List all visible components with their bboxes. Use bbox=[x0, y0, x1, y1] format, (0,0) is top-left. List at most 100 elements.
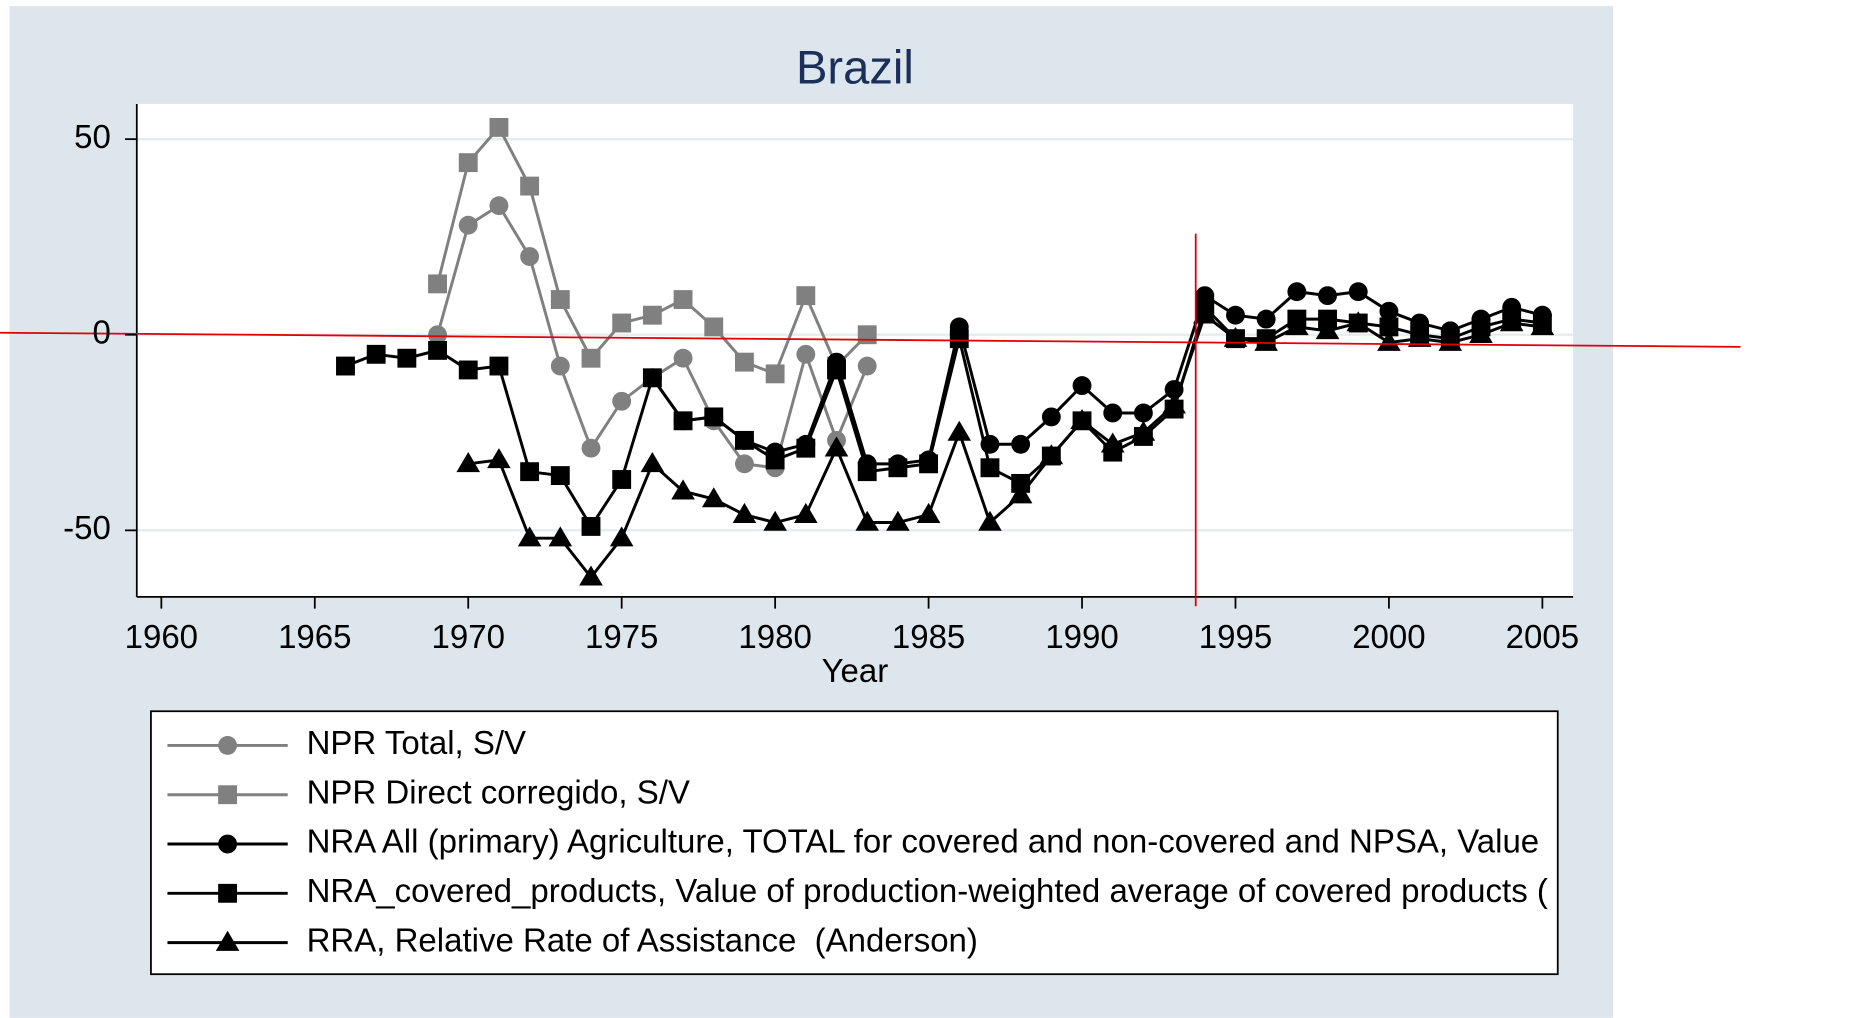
legend-label: NRA_covered_products, Value of productio… bbox=[307, 872, 1548, 909]
x-tick-label: 2005 bbox=[1506, 618, 1579, 655]
marker bbox=[1254, 330, 1278, 351]
legend-label: NRA All (primary) Agriculture, TOTAL for… bbox=[307, 823, 1540, 860]
marker bbox=[520, 462, 540, 482]
marker bbox=[886, 510, 910, 531]
marker bbox=[218, 735, 238, 755]
marker bbox=[458, 360, 478, 380]
marker bbox=[701, 487, 726, 508]
marker bbox=[550, 290, 570, 309]
marker bbox=[1379, 317, 1399, 337]
marks bbox=[336, 117, 1555, 586]
y-tick-label: 50 bbox=[74, 118, 111, 155]
marker bbox=[671, 479, 695, 500]
marker bbox=[796, 438, 816, 458]
marker bbox=[673, 290, 693, 309]
marker bbox=[1070, 409, 1094, 430]
marker bbox=[336, 356, 355, 376]
marker bbox=[824, 436, 849, 457]
chart-title: Brazil bbox=[796, 40, 914, 93]
marker bbox=[1530, 315, 1555, 336]
marker bbox=[612, 391, 632, 411]
marker bbox=[1318, 286, 1337, 306]
marker bbox=[735, 454, 754, 474]
marker bbox=[919, 454, 939, 474]
x-axis-title: Year bbox=[822, 652, 889, 689]
marker bbox=[1039, 444, 1064, 465]
marker bbox=[827, 360, 846, 380]
marker bbox=[1438, 330, 1463, 351]
marker bbox=[458, 153, 478, 173]
marker bbox=[218, 834, 238, 854]
marker bbox=[517, 526, 542, 547]
marker bbox=[640, 452, 665, 473]
marker bbox=[366, 344, 386, 364]
marker bbox=[428, 274, 447, 294]
x-tick-label: 1970 bbox=[432, 618, 505, 655]
x-tick-label: 1960 bbox=[125, 618, 198, 655]
marker bbox=[765, 364, 785, 384]
legend-entries: NPR Total, S/V NPR Direct corregido, S/V N… bbox=[167, 724, 1548, 958]
marker bbox=[458, 215, 478, 235]
legend-label: NPR Total, S/V bbox=[307, 724, 526, 761]
x-tick-label: 1995 bbox=[1199, 618, 1272, 655]
marker bbox=[1162, 393, 1186, 414]
marker bbox=[1072, 376, 1092, 396]
marker bbox=[489, 117, 509, 137]
legend-label: NPR Direct corregido, S/V bbox=[307, 773, 690, 810]
marker bbox=[888, 458, 908, 478]
x-tick-label: 1990 bbox=[1045, 618, 1118, 655]
marker bbox=[1103, 403, 1123, 423]
marker bbox=[581, 517, 601, 536]
marker bbox=[673, 411, 693, 431]
marker bbox=[1226, 305, 1245, 325]
marker bbox=[489, 196, 509, 216]
marker bbox=[796, 344, 816, 364]
marker bbox=[1256, 309, 1276, 329]
marker bbox=[1346, 311, 1371, 332]
legend-label: RRA, Relative Rate of Assistance (Anders… bbox=[307, 921, 978, 958]
marker bbox=[612, 470, 632, 489]
marker bbox=[642, 305, 662, 325]
marker bbox=[456, 452, 481, 473]
marker bbox=[1011, 434, 1031, 454]
marker bbox=[980, 434, 1000, 454]
marker bbox=[215, 930, 240, 951]
marker bbox=[218, 785, 238, 805]
x-tick-label: 1965 bbox=[278, 618, 351, 655]
marker bbox=[487, 448, 511, 469]
marker bbox=[796, 286, 816, 306]
marker bbox=[855, 510, 879, 531]
marker bbox=[704, 317, 724, 337]
y-tick-label: -50 bbox=[63, 509, 111, 546]
marker bbox=[428, 340, 447, 360]
marker bbox=[1379, 301, 1399, 321]
marker bbox=[581, 348, 601, 368]
marker bbox=[1377, 330, 1401, 351]
marker bbox=[642, 368, 662, 388]
marker bbox=[949, 329, 969, 349]
marker bbox=[735, 430, 754, 450]
marker bbox=[794, 502, 818, 523]
marker bbox=[1407, 326, 1432, 347]
x-tick-label: 1985 bbox=[892, 618, 965, 655]
x-tick-label: 1975 bbox=[585, 618, 658, 655]
marker bbox=[980, 458, 1000, 478]
marker bbox=[765, 450, 785, 470]
marker bbox=[609, 526, 634, 547]
marker bbox=[732, 502, 757, 523]
marker bbox=[489, 356, 509, 376]
marker bbox=[1287, 282, 1307, 302]
series-line bbox=[344, 304, 1543, 530]
marker bbox=[579, 565, 603, 586]
marker bbox=[1008, 483, 1033, 504]
reference-line bbox=[0, 331, 1741, 348]
marker bbox=[1133, 403, 1153, 423]
y-tick-label: 0 bbox=[92, 313, 110, 350]
marker bbox=[735, 352, 754, 372]
marker bbox=[1348, 282, 1368, 302]
marker bbox=[978, 510, 1002, 531]
marker bbox=[1469, 322, 1493, 344]
marker bbox=[916, 502, 941, 523]
